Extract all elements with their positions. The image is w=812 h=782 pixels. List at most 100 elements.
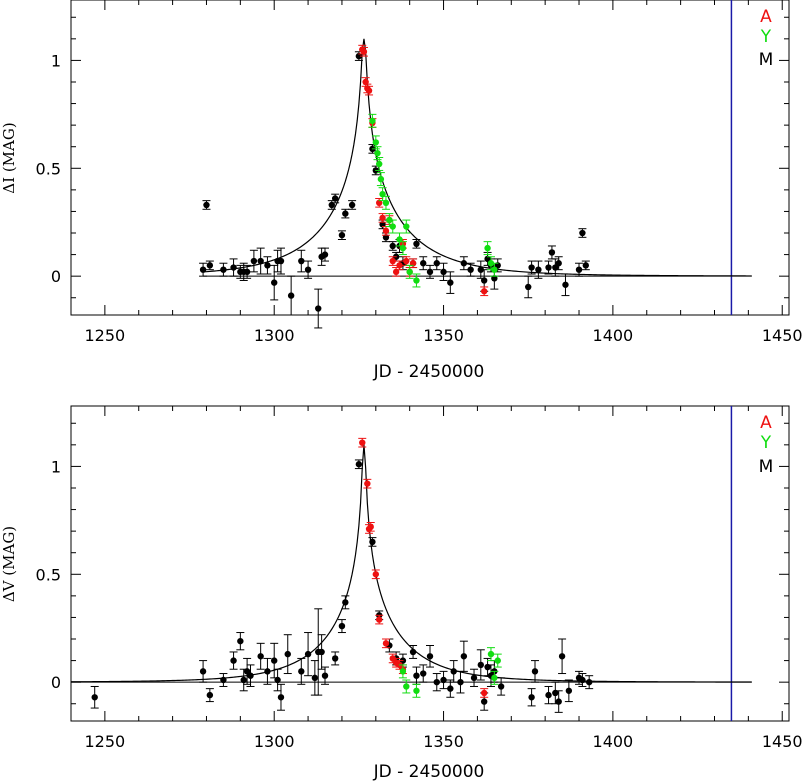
top-point-Y — [377, 175, 385, 183]
top-point-M — [575, 266, 583, 273]
top-point-M — [331, 195, 339, 202]
bottom-point-A — [359, 439, 366, 446]
bottom-plot-frame — [70, 405, 790, 722]
top-point-Y — [369, 117, 376, 125]
bottom-panel: 1250 1300 1350 1400 1450 0 0.5 1 ΔV (MAG) JD - … — [0, 405, 803, 782]
bottom-x-tick-label: 1350 — [423, 732, 464, 751]
top-point-M — [528, 264, 535, 271]
bottom-y-axis-label: ΔV (MAG) — [0, 526, 18, 602]
top-point-M — [321, 251, 329, 258]
top-point-M — [460, 260, 468, 267]
bottom-point-M — [531, 668, 539, 675]
bottom-point-M — [420, 670, 427, 677]
bottom-legend-Y: Y — [760, 433, 772, 453]
top-point-A — [365, 87, 373, 94]
top-point-M — [277, 257, 285, 265]
top-x-tick-label: 1450 — [762, 326, 803, 345]
top-point-Y — [382, 199, 390, 207]
top-point-M — [552, 264, 559, 271]
top-point-M — [230, 264, 237, 271]
bottom-point-Y — [487, 650, 495, 658]
top-point-M — [220, 266, 227, 273]
bottom-axes: 1250 1300 1350 1400 1450 0 0.5 1 — [36, 406, 803, 751]
top-point-A — [392, 268, 400, 276]
bottom-point-M — [440, 676, 447, 684]
top-x-tick-label: 1400 — [593, 326, 634, 345]
top-point-A — [409, 260, 417, 267]
bottom-point-M — [545, 691, 552, 699]
bottom-point-M — [426, 653, 434, 660]
top-point-M — [264, 262, 271, 269]
top-point-Y — [406, 268, 413, 276]
top-point-M — [199, 266, 207, 273]
top-point-M — [579, 229, 586, 237]
top-point-M — [328, 201, 335, 209]
bottom-point-M — [257, 653, 264, 660]
top-point-M — [548, 249, 556, 256]
bottom-point-M — [271, 657, 278, 664]
top-point-M — [491, 275, 498, 282]
bottom-point-M — [460, 653, 468, 660]
top-axes: 1250 1300 1350 1400 1450 0 0.5 1 — [36, 0, 803, 345]
top-point-M — [287, 292, 295, 299]
bottom-point-M — [240, 676, 247, 684]
bottom-point-M — [220, 676, 227, 684]
top-point-M — [257, 257, 264, 265]
bottom-point-M — [433, 678, 440, 686]
top-point-M — [389, 242, 396, 250]
top-point-A — [362, 78, 369, 86]
bottom-x-tick-label: 1300 — [254, 732, 295, 751]
top-point-M — [440, 268, 447, 276]
top-point-M — [467, 266, 474, 273]
bottom-point-M — [552, 689, 559, 697]
bottom-point-M — [355, 461, 363, 468]
bottom-x-tick-label: 1400 — [593, 732, 634, 751]
top-point-M — [494, 262, 501, 269]
top-point-M — [447, 279, 454, 286]
top-point-M — [379, 221, 386, 228]
top-point-Y — [399, 244, 407, 252]
bottom-point-M — [450, 668, 457, 675]
bottom-point-M — [237, 637, 244, 645]
top-point-Y — [403, 223, 410, 230]
bottom-point-M — [447, 685, 454, 692]
bottom-x-axis-label: JD - 2450000 — [373, 762, 485, 782]
top-x-tick-label: 1250 — [85, 326, 126, 345]
bottom-point-Y — [413, 687, 420, 694]
top-point-M — [545, 264, 552, 271]
top-point-A — [389, 257, 396, 265]
bottom-point-M — [298, 668, 305, 675]
bottom-point-M — [342, 599, 349, 606]
bottom-data-points — [90, 437, 594, 713]
top-point-Y — [491, 266, 498, 273]
bottom-point-M — [304, 650, 312, 658]
bottom-legend-M: M — [759, 457, 774, 477]
top-y-tick-label: 0 — [51, 267, 61, 286]
bottom-point-M — [558, 653, 566, 660]
top-point-M — [382, 234, 390, 241]
bottom-x-tick-label: 1450 — [762, 732, 803, 751]
top-x-tick-label: 1350 — [423, 326, 464, 345]
bottom-point-M — [579, 676, 586, 684]
top-point-A — [360, 48, 368, 55]
top-point-M — [271, 279, 278, 286]
bottom-point-A — [364, 480, 371, 487]
top-point-A — [375, 199, 383, 207]
top-y-tick-label: 0.5 — [36, 159, 61, 178]
top-point-M — [315, 305, 322, 312]
top-point-A — [396, 262, 403, 269]
top-point-M — [342, 210, 349, 217]
bottom-y-tick-label: 1 — [51, 457, 61, 476]
bottom-point-A — [367, 523, 374, 531]
top-x-tick-label: 1300 — [254, 326, 295, 345]
top-point-M — [348, 201, 356, 209]
bottom-model-curve — [70, 444, 752, 683]
bottom-point-M — [480, 698, 488, 705]
top-point-M — [582, 262, 589, 269]
bottom-point-M — [457, 678, 464, 686]
bottom-point-M — [497, 683, 505, 690]
top-point-A — [382, 227, 390, 235]
bottom-point-M — [585, 678, 593, 686]
bottom-point-M — [199, 668, 207, 675]
top-y-axis-label: ΔI (MAG) — [0, 122, 18, 193]
